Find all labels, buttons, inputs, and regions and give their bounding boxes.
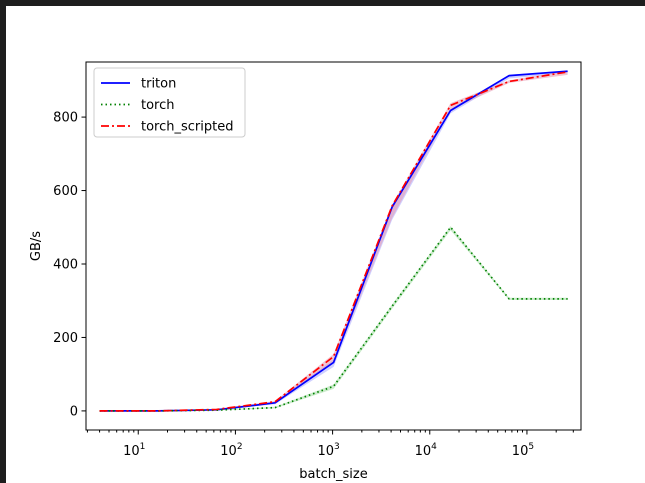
data-point-torch-scripted (508, 81, 510, 83)
data-point-torch-scripted (450, 104, 452, 106)
y-axis-ticks: 0 200 400 600 800 (53, 111, 86, 419)
axes-frame (85, 61, 582, 431)
x-tick-label: 104 (415, 442, 438, 459)
data-point-torch (508, 298, 510, 300)
chart-figure: 101 102 103 104 105 0 200 400 600 800 batch_size… (6, 6, 645, 483)
data-point-triton (450, 110, 452, 112)
legend-label-torch: torch (141, 98, 175, 113)
x-tick-exponent: 5 (528, 442, 534, 452)
y-axis-label: GB/s (29, 231, 44, 261)
x-tick-exponent: 4 (431, 442, 437, 452)
series-lines (99, 70, 569, 412)
y-tick-label: 600 (53, 184, 78, 199)
data-point-triton (333, 362, 335, 364)
x-axis-label: batch_size (299, 467, 367, 482)
x-tick-base: 10 (317, 444, 334, 459)
series-line-torch (99, 226, 568, 412)
x-tick-base: 10 (220, 444, 237, 459)
data-point-torch-scripted (216, 409, 218, 411)
data-point-torch-scripted (391, 205, 393, 207)
y-tick-label: 200 (53, 331, 78, 346)
data-point-torch (391, 305, 393, 307)
data-point-torch-scripted (99, 410, 101, 412)
x-tick-label: 101 (123, 442, 145, 459)
x-tick-exponent: 2 (237, 442, 243, 452)
legend-label-torch-scripted: torch_scripted (141, 120, 233, 135)
data-point-torch-scripted (567, 71, 569, 73)
x-tick-base: 10 (415, 444, 432, 459)
data-point-torch (274, 407, 276, 409)
series-line-triton (99, 70, 568, 412)
data-point-torch (567, 298, 569, 300)
x-tick-exponent: 3 (334, 442, 340, 452)
x-tick-base: 10 (123, 444, 140, 459)
data-point-torch (333, 385, 335, 387)
data-point-torch (450, 226, 452, 228)
x-tick-base: 10 (512, 444, 529, 459)
legend-box (93, 67, 246, 138)
y-tick-label: 0 (70, 404, 78, 419)
y-tick-label: 400 (53, 257, 78, 272)
data-point-torch-scripted (333, 356, 335, 358)
x-tick-label: 105 (512, 442, 534, 459)
data-point-torch-scripted (157, 410, 159, 412)
x-tick-label: 102 (220, 442, 242, 459)
x-axis-ticks: 101 102 103 104 105 (86, 430, 574, 459)
legend-label-triton: triton (141, 77, 176, 92)
legend: triton torch torch_scripted (93, 67, 246, 138)
x-tick-exponent: 1 (140, 442, 146, 452)
data-point-torch-scripted (274, 401, 276, 403)
band-torch (99, 226, 568, 411)
data-point-triton (508, 75, 510, 77)
x-tick-label: 103 (317, 442, 339, 459)
y-tick-label: 800 (53, 111, 78, 126)
